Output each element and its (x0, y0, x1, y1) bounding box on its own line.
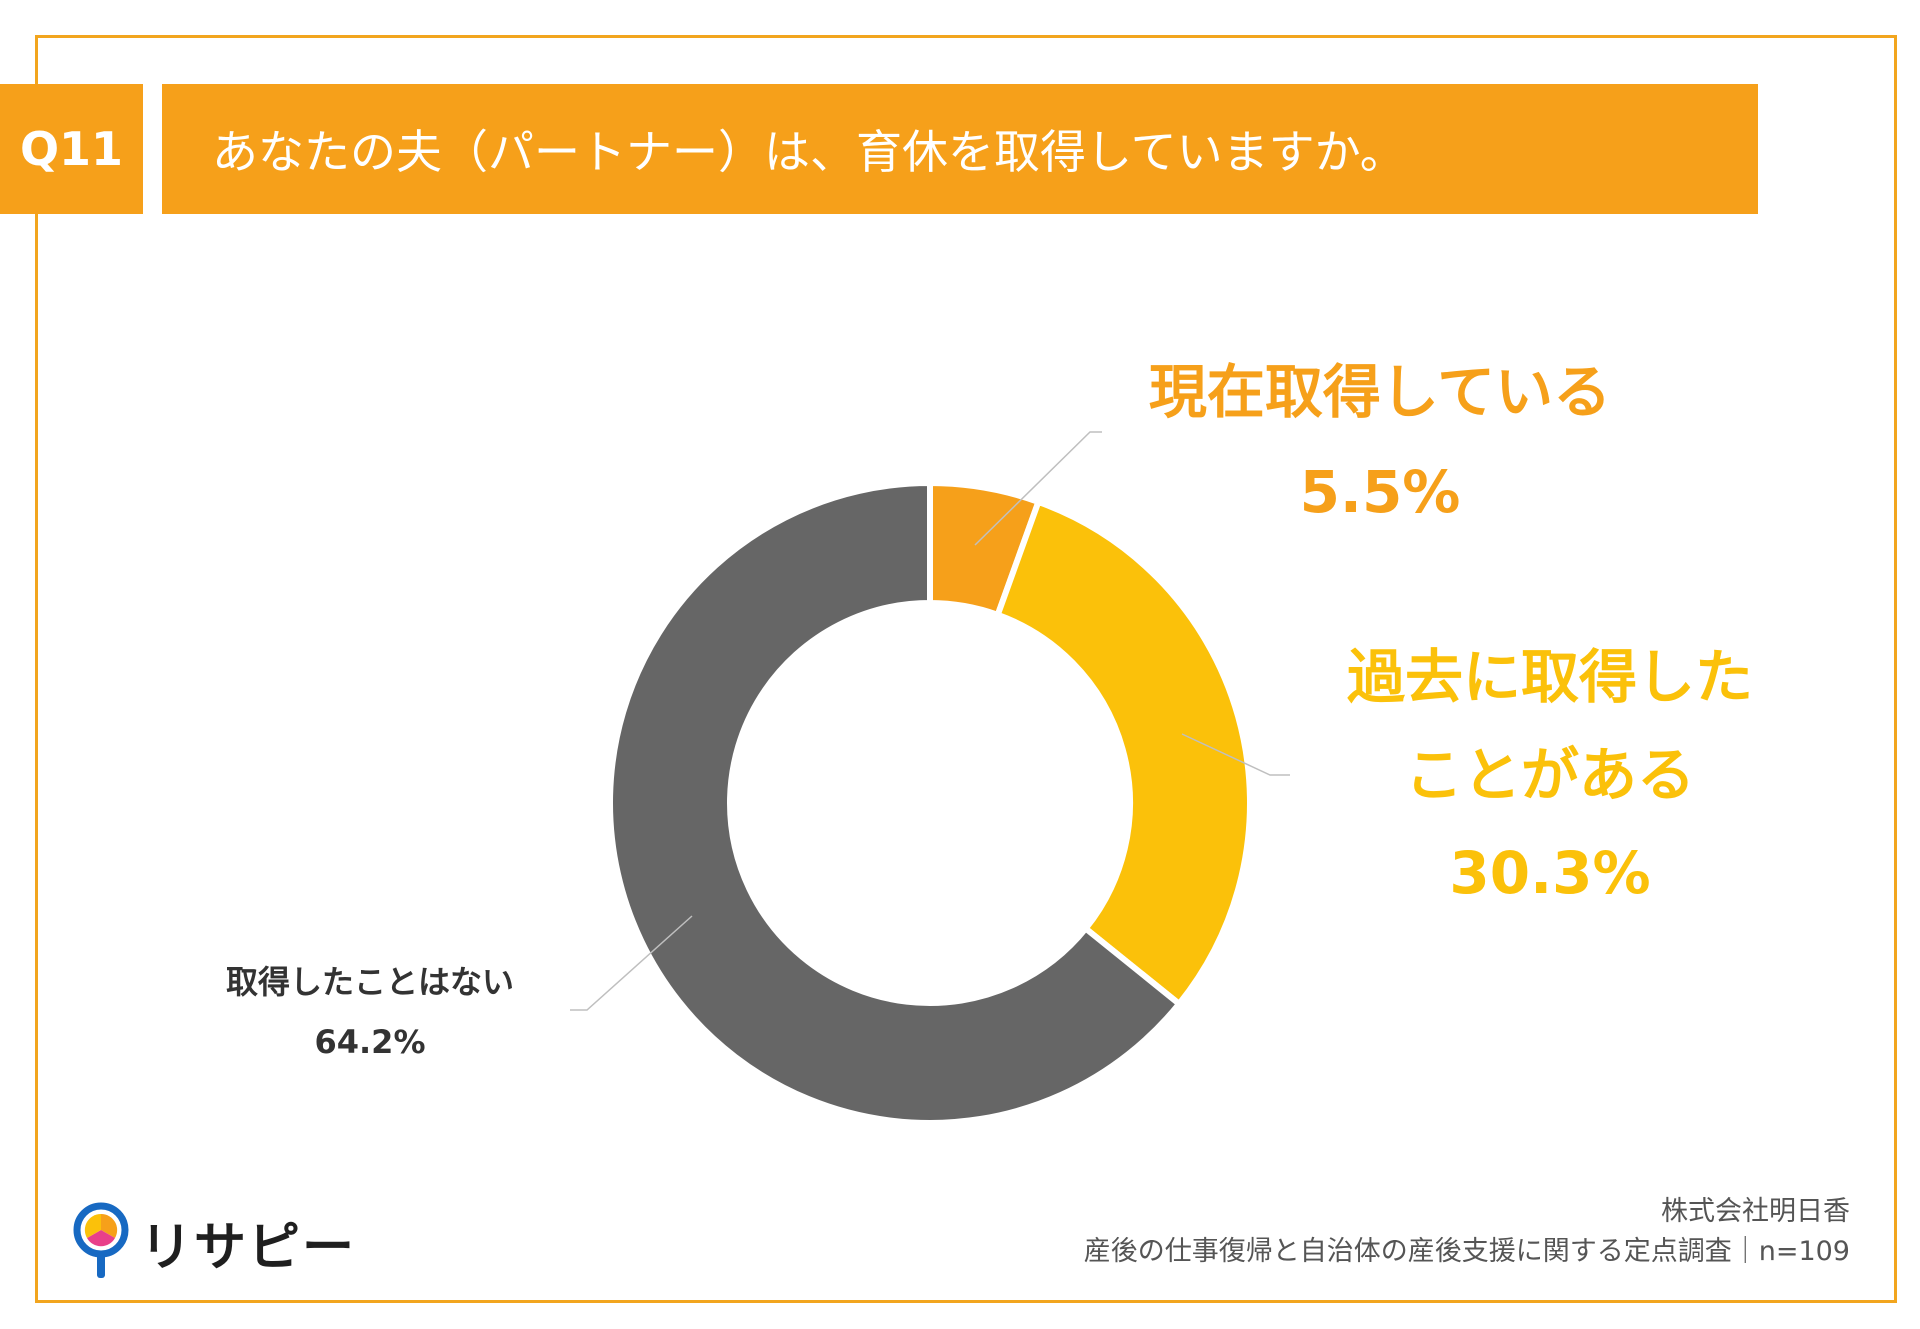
slice-never (607, 479, 1184, 1126)
footer-survey: 産後の仕事復帰と自治体の産後支援に関する定点調査｜n=109 (1083, 1236, 1850, 1267)
label-never-category: 取得したことはない (225, 963, 514, 1001)
footer-credit: 株式会社明日香 産後の仕事復帰と自治体の産後支援に関する定点調査｜n=109 (1084, 1192, 1850, 1272)
label-past: 過去に取得した ことがある 30.3% (1290, 628, 1810, 922)
label-past-category-line2: ことがある (1404, 741, 1695, 809)
slice-past (993, 498, 1253, 1009)
label-current-category: 現在取得している (1148, 358, 1612, 426)
label-current-value: 5.5% (1299, 458, 1461, 526)
label-current: 現在取得している 5.5% (1120, 342, 1640, 542)
label-never: 取得したことはない 64.2% (200, 952, 540, 1072)
logo-text: リサピー (140, 1217, 357, 1278)
label-past-value: 30.3% (1449, 839, 1651, 907)
leader-line-past (1181, 733, 1290, 776)
leader-line-current (974, 431, 1102, 546)
slide-frame (35, 35, 1897, 1303)
question-title: あなたの夫（パートナー）は、育休を取得していますか。 (162, 84, 1758, 214)
footer-company: 株式会社明日香 (1661, 1196, 1850, 1227)
magnifier-pin-icon (73, 1202, 129, 1278)
leader-line-never (570, 915, 693, 1011)
label-never-value: 64.2% (314, 1023, 426, 1061)
risapi-logo: リサピー (72, 1202, 356, 1282)
question-number-badge: Q11 (0, 84, 143, 214)
leader-lines (570, 431, 1290, 1011)
donut-slices (607, 479, 1253, 1126)
label-past-category-line1: 過去に取得した (1346, 643, 1753, 711)
